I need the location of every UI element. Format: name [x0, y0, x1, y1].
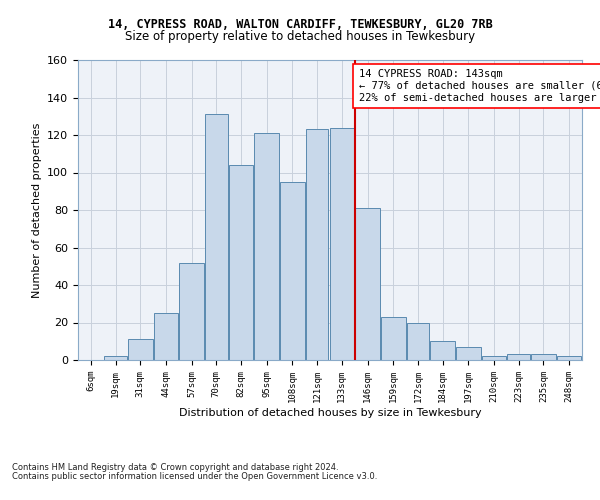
Text: 14, CYPRESS ROAD, WALTON CARDIFF, TEWKESBURY, GL20 7RB: 14, CYPRESS ROAD, WALTON CARDIFF, TEWKES…	[107, 18, 493, 30]
Bar	[280, 182, 305, 360]
Bar	[306, 130, 328, 360]
Bar	[381, 317, 406, 360]
Bar	[229, 165, 253, 360]
Bar	[407, 322, 429, 360]
Bar	[508, 354, 530, 360]
Bar	[154, 313, 178, 360]
Bar	[531, 354, 556, 360]
Text: Contains HM Land Registry data © Crown copyright and database right 2024.: Contains HM Land Registry data © Crown c…	[12, 464, 338, 472]
Bar	[254, 133, 279, 360]
Y-axis label: Number of detached properties: Number of detached properties	[32, 122, 41, 298]
Bar	[104, 356, 127, 360]
Bar	[205, 114, 227, 360]
Text: 14 CYPRESS ROAD: 143sqm
← 77% of detached houses are smaller (623)
22% of semi-d: 14 CYPRESS ROAD: 143sqm ← 77% of detache…	[359, 70, 600, 102]
Bar	[430, 341, 455, 360]
Bar	[128, 340, 152, 360]
Text: Size of property relative to detached houses in Tewkesbury: Size of property relative to detached ho…	[125, 30, 475, 43]
Bar	[179, 262, 204, 360]
Bar	[557, 356, 581, 360]
Bar	[329, 128, 354, 360]
Bar	[482, 356, 506, 360]
X-axis label: Distribution of detached houses by size in Tewkesbury: Distribution of detached houses by size …	[179, 408, 481, 418]
Text: Contains public sector information licensed under the Open Government Licence v3: Contains public sector information licen…	[12, 472, 377, 481]
Bar	[456, 347, 481, 360]
Bar	[355, 208, 380, 360]
